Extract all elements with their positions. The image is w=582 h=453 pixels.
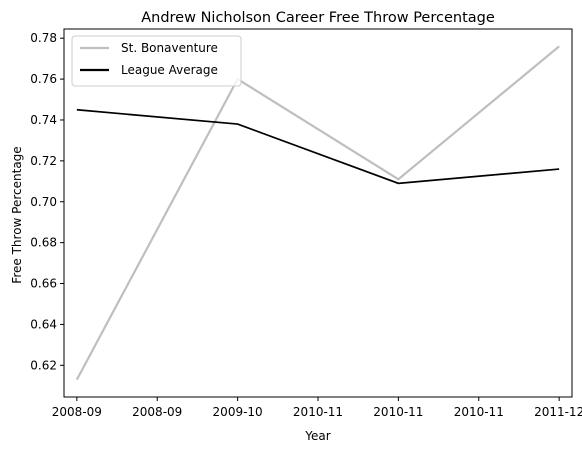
x-axis-label: Year	[304, 429, 330, 443]
y-tick-label: 0.64	[30, 317, 57, 331]
x-tick-label: 2010-11	[454, 405, 504, 419]
y-tick-label: 0.76	[30, 72, 57, 86]
y-tick-label: 0.74	[30, 113, 57, 127]
series-line-st-bonaventure	[75, 45, 560, 381]
series-lines	[75, 45, 560, 381]
y-tick-label: 0.78	[30, 31, 57, 45]
legend-label: League Average	[121, 63, 218, 77]
chart-title: Andrew Nicholson Career Free Throw Perce…	[141, 10, 495, 26]
x-tick-label: 2009-10	[213, 405, 263, 419]
y-tick-label: 0.68	[30, 236, 57, 250]
legend-box	[71, 35, 242, 87]
y-axis-label: Free Throw Percentage	[10, 146, 24, 283]
legend: St. Bonaventure League Average	[71, 35, 242, 87]
x-tick-label: 2008-09	[132, 405, 182, 419]
x-tick-label: 2008-09	[52, 405, 102, 419]
legend-label: St. Bonaventure	[121, 41, 218, 55]
y-tick-label: 0.72	[30, 154, 57, 168]
x-axis-ticks: 2008-09 2008-09 2009-10 2010-11 2010-11 2010-…	[52, 397, 582, 419]
y-axis-ticks: 0.62 0.64 0.66 0.68 0.70 0.72 0.74 0.76 0.78	[30, 31, 64, 372]
x-tick-label: 2010-11	[373, 405, 423, 419]
y-tick-label: 0.70	[30, 195, 57, 209]
x-tick-label: 2010-11	[293, 405, 343, 419]
plot-frame	[63, 28, 573, 398]
x-tick-label: 2011-12	[534, 405, 582, 419]
y-tick-label: 0.66	[30, 277, 57, 291]
y-tick-label: 0.62	[30, 358, 57, 372]
series-line-league-average	[76, 108, 560, 185]
